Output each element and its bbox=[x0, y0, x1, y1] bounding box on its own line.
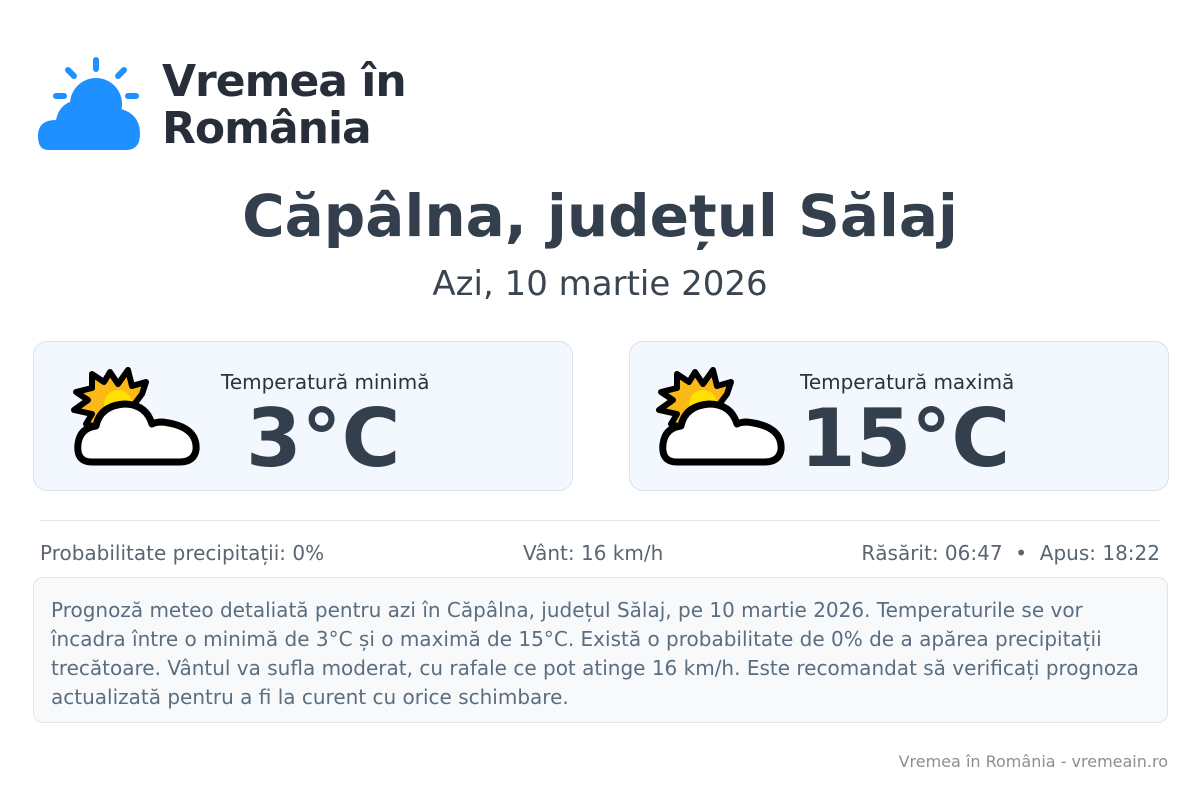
max-temp-value: 15°C bbox=[800, 392, 1011, 485]
min-temp-label: Temperatură minimă bbox=[221, 370, 430, 394]
partly-cloudy-icon bbox=[71, 367, 200, 466]
min-temp-card: Temperatură minimă 3°C bbox=[33, 341, 573, 491]
brand-name: Vremea în România bbox=[162, 56, 407, 154]
footer-credit: Vremea în România - vremeain.ro bbox=[898, 752, 1168, 771]
forecast-description: Prognoză meteo detaliată pentru azi în C… bbox=[33, 577, 1168, 723]
max-temp-card: Temperatură maximă 15°C bbox=[629, 341, 1169, 491]
divider bbox=[40, 520, 1160, 521]
sunrise-sunset-info: Răsărit: 06:47 • Apus: 18:22 bbox=[861, 541, 1160, 565]
brand-line-1: Vremea în bbox=[162, 56, 407, 107]
max-temp-label: Temperatură maximă bbox=[800, 370, 1015, 394]
sun-cloud-logo-icon bbox=[38, 57, 140, 150]
brand-line-2: România bbox=[162, 103, 372, 154]
page-title: Căpâlna, județul Sălaj bbox=[242, 182, 958, 250]
partly-cloudy-icon bbox=[656, 367, 785, 466]
wind-info: Vânt: 16 km/h bbox=[523, 541, 664, 565]
precipitation-info: Probabilitate precipitații: 0% bbox=[40, 541, 325, 565]
min-temp-value: 3°C bbox=[246, 392, 401, 485]
date-label: Azi, 10 martie 2026 bbox=[432, 264, 768, 304]
